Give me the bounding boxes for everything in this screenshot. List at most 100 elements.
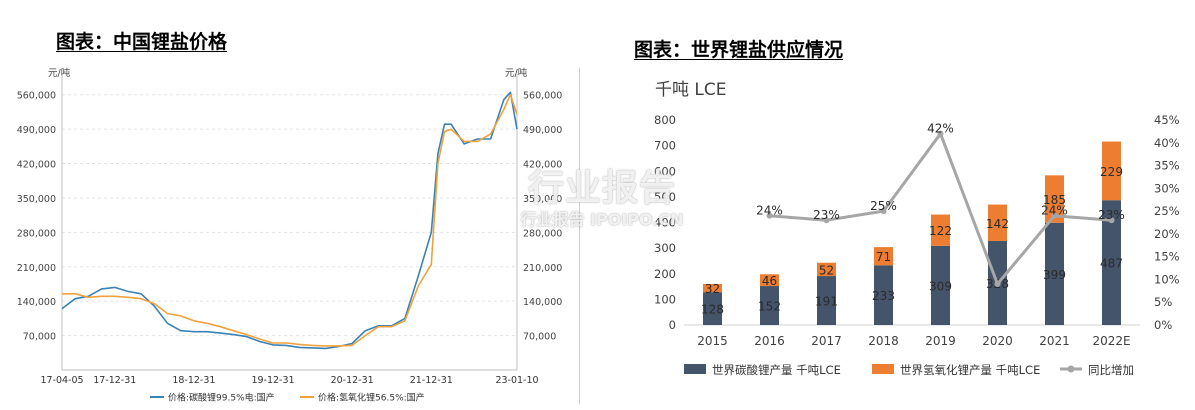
supply-y-tick-right: 30% [1154,181,1180,195]
price-y-tick-right: 350,000 [523,194,562,205]
legend-marker-yoy [1067,365,1075,373]
supply-y-tick-left: 200 [654,267,676,281]
left-chart-title: 图表：中国锂盐价格 [56,31,228,53]
price-y-tick-right: 490,000 [523,125,562,136]
supply-y-tick-left: 300 [654,241,676,255]
legend-label-carbonate: 世界碳酸锂产量 千吨LCE [712,363,841,377]
supply-x-tick: 2018 [868,334,899,348]
carbonate-bar-label: 152 [758,300,781,314]
supply-x-tick: 2019 [925,334,956,348]
price-y-tick-left: 560,000 [17,91,56,102]
supply-y-tick-right: 5% [1154,295,1172,309]
price-legend-label: 价格:氢氧化锂56.5%:国产 [318,392,425,404]
carbonate-bar [874,265,893,325]
yoy-point [1051,212,1058,219]
price-y-tick-left: 420,000 [17,160,56,171]
price-unit-left: 元/吨 [48,67,71,79]
carbonate-bar [1102,200,1121,325]
supply-y-tick-right: 25% [1154,204,1180,218]
supply-y-tick-right: 0% [1154,318,1172,332]
yoy-point [880,208,887,215]
price-y-tick-left: 490,000 [17,125,56,136]
legend-label-yoy: 同比增加 [1088,363,1134,377]
price-unit-right: 元/吨 [505,67,528,79]
panel-divider [579,68,580,404]
supply-x-tick: 2017 [811,334,842,348]
yoy-point [937,130,944,137]
price-y-tick-right: 420,000 [523,160,562,171]
yoy-label: 23% [813,208,840,222]
hydroxide-price-line [62,93,518,347]
right-chart-title: 图表：世界锂盐供应情况 [634,39,844,61]
carbonate-bar-label: 487 [1100,257,1123,271]
carbonate-bar-label: 191 [815,295,838,309]
yoy-point [766,212,773,219]
carbonate-bar-label: 128 [701,303,724,317]
hydroxide-bar [1045,175,1064,223]
supply-y-tick-left: 800 [654,113,676,127]
supply-x-tick: 2021 [1039,334,1070,348]
hydroxide-bar [817,262,836,277]
carbonate-bar-label: 233 [872,289,895,303]
supply-x-tick: 2022E [1092,334,1130,348]
yoy-point [994,281,1001,287]
price-y-tick-left: 70,000 [23,332,56,343]
lithium-supply-bar-chart: 千吨 LCE 0 100 200 300 400 500 600 700 800 0% 5% 10% 15… [654,80,1180,377]
supply-y-tick-right: 40% [1154,136,1180,150]
carbonate-bar [760,286,779,325]
hydroxide-bar [1102,141,1121,201]
hydroxide-bar [874,247,893,266]
hydroxide-bar-label: 71 [876,250,891,264]
supply-y-tick-left: 600 [654,164,676,178]
price-x-tick: 17-04-05 [40,375,83,386]
supply-y-tick-left: 100 [654,292,676,306]
hydroxide-bar [760,274,779,287]
price-x-tick: 21-12-31 [410,375,453,386]
carbonate-bar-label: 309 [929,279,952,293]
supply-y-tick-right: 15% [1154,250,1180,264]
price-y-tick-right: 140,000 [523,297,562,308]
price-y-tick-right: 210,000 [523,263,562,274]
carbonate-price-line [61,91,518,350]
carbonate-bar-label: 399 [1043,268,1066,282]
supply-y-tick-right: 20% [1154,227,1180,241]
yoy-label: 42% [927,122,954,136]
legend-swatch-hydroxide [872,364,894,374]
hydroxide-bar-label: 46 [762,274,777,288]
supply-unit-label: 千吨 LCE [655,80,727,100]
lithium-price-line-chart: 70,000 70,000 140,000 140,000 210,000 210,000… [17,67,563,404]
hydroxide-bar [931,214,950,246]
price-x-tick: 23-01-10 [495,375,538,386]
supply-y-tick-left: 400 [654,216,676,230]
price-y-tick-left: 350,000 [17,194,56,205]
yoy-label: 24% [1041,204,1068,218]
hydroxide-bar [703,284,722,293]
supply-y-tick-left: 700 [654,139,676,153]
price-x-tick: 20-12-31 [331,375,374,386]
price-y-tick-right: 70,000 [523,332,556,343]
hydroxide-bar-label: 52 [819,263,834,277]
legend-label-hydroxide: 世界氢氧化锂产量 千吨LCE [900,363,1040,377]
supply-x-tick: 2016 [754,334,785,348]
yoy-point [1108,217,1115,224]
hydroxide-bar [988,204,1007,241]
yoy-label: 23% [1098,208,1125,222]
hydroxide-bar-label: 32 [705,282,720,296]
hydroxide-bar-label: 142 [986,217,1009,231]
carbonate-bar [817,276,836,325]
hydroxide-bar-label: 229 [1100,165,1123,179]
price-y-tick-right: 560,000 [523,91,562,102]
supply-y-tick-right: 35% [1154,159,1180,173]
carbonate-bar [931,245,950,325]
price-x-tick: 19-12-31 [251,375,294,386]
price-x-tick: 17-12-31 [93,375,136,386]
carbonate-bar [1045,222,1064,325]
legend-swatch-carbonate [684,364,706,374]
hydroxide-bar-label: 122 [929,224,952,238]
supply-y-tick-left: 500 [654,190,676,204]
supply-y-tick-right: 45% [1154,113,1180,127]
price-y-tick-left: 280,000 [17,228,56,239]
yoy-label: 25% [870,199,897,213]
hydroxide-bar-label: 185 [1043,193,1066,207]
yoy-point [823,217,830,224]
